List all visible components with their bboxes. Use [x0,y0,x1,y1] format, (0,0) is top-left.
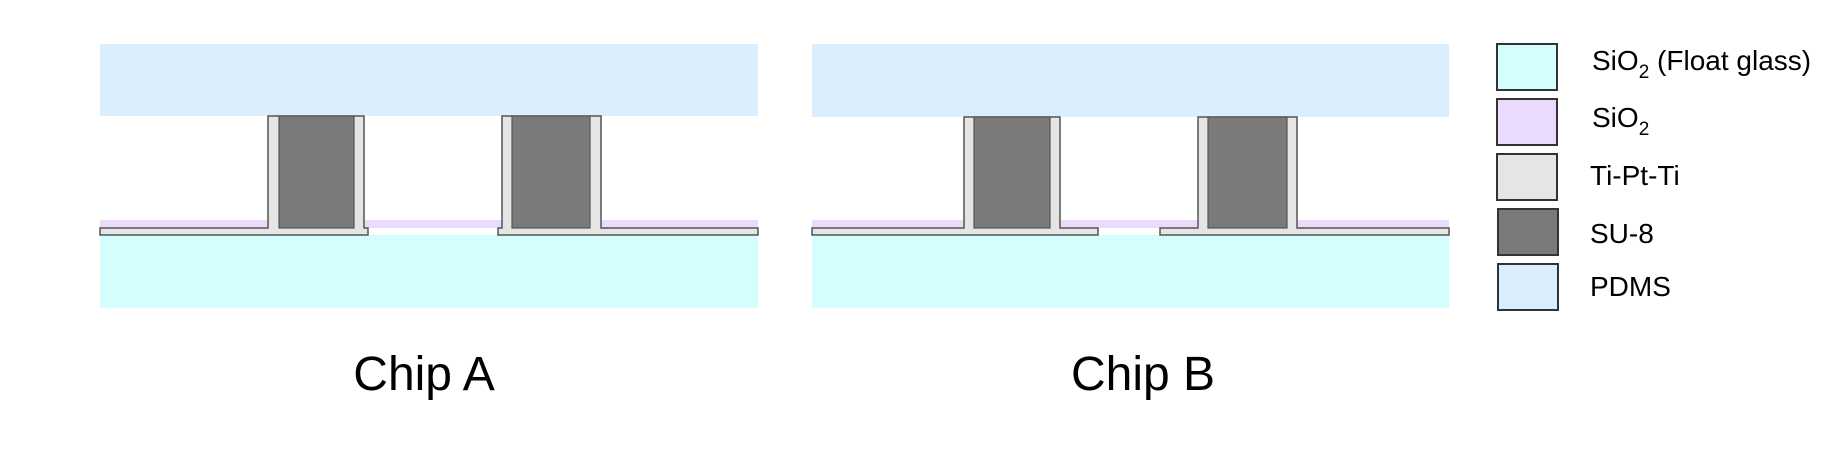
legend-label-float-glass: SiO2 (Float glass) [1592,45,1811,83]
legend-label-pdms: PDMS [1590,271,1671,302]
legend-item-sio2: SiO2 [1496,98,1649,146]
chip-b-right-su8-pillar [1207,116,1288,229]
legend-swatch-ti-pt-ti [1496,153,1558,201]
legend-item-pdms: PDMS [1497,263,1671,311]
chip-b-label: Chip B [1071,348,1215,401]
legend-swatch-sio2 [1496,98,1558,146]
legend-swatch-pdms [1497,263,1559,311]
chip-b-left-su8-pillar [973,116,1051,229]
chip-a-sio2-layer [100,220,758,228]
chip-b-sio2-layer [812,220,1449,228]
chip-b-pdms-layer [812,44,1449,117]
legend-item-float-glass: SiO2 (Float glass) [1496,43,1811,91]
legend: SiO2 (Float glass) SiO2 Ti-Pt-Ti SU-8 PD… [1496,43,1811,311]
chip-a-left-su8-pillar [278,115,355,229]
legend-swatch-su8 [1497,208,1559,256]
chip-a-right-su8-pillar [511,115,591,229]
chip-b-float-glass-substrate [812,235,1449,308]
legend-label-ti-pt-ti: Ti-Pt-Ti [1590,160,1680,191]
chip-a-pdms-layer [100,44,758,116]
legend-item-ti-pt-ti: Ti-Pt-Ti [1496,153,1680,201]
chip-b-cross-section: Chip B [811,44,1450,401]
legend-label-su8: SU-8 [1590,218,1654,249]
legend-item-su8: SU-8 [1497,208,1654,256]
legend-swatch-float-glass [1496,43,1558,91]
chip-b-left-electrode [811,116,1099,236]
chip-a-float-glass-substrate [100,235,758,308]
chip-a-cross-section: Chip A [99,44,759,401]
legend-label-sio2: SiO2 [1592,102,1649,140]
chip-b-right-electrode [1159,116,1450,236]
chip-a-label: Chip A [353,348,494,401]
